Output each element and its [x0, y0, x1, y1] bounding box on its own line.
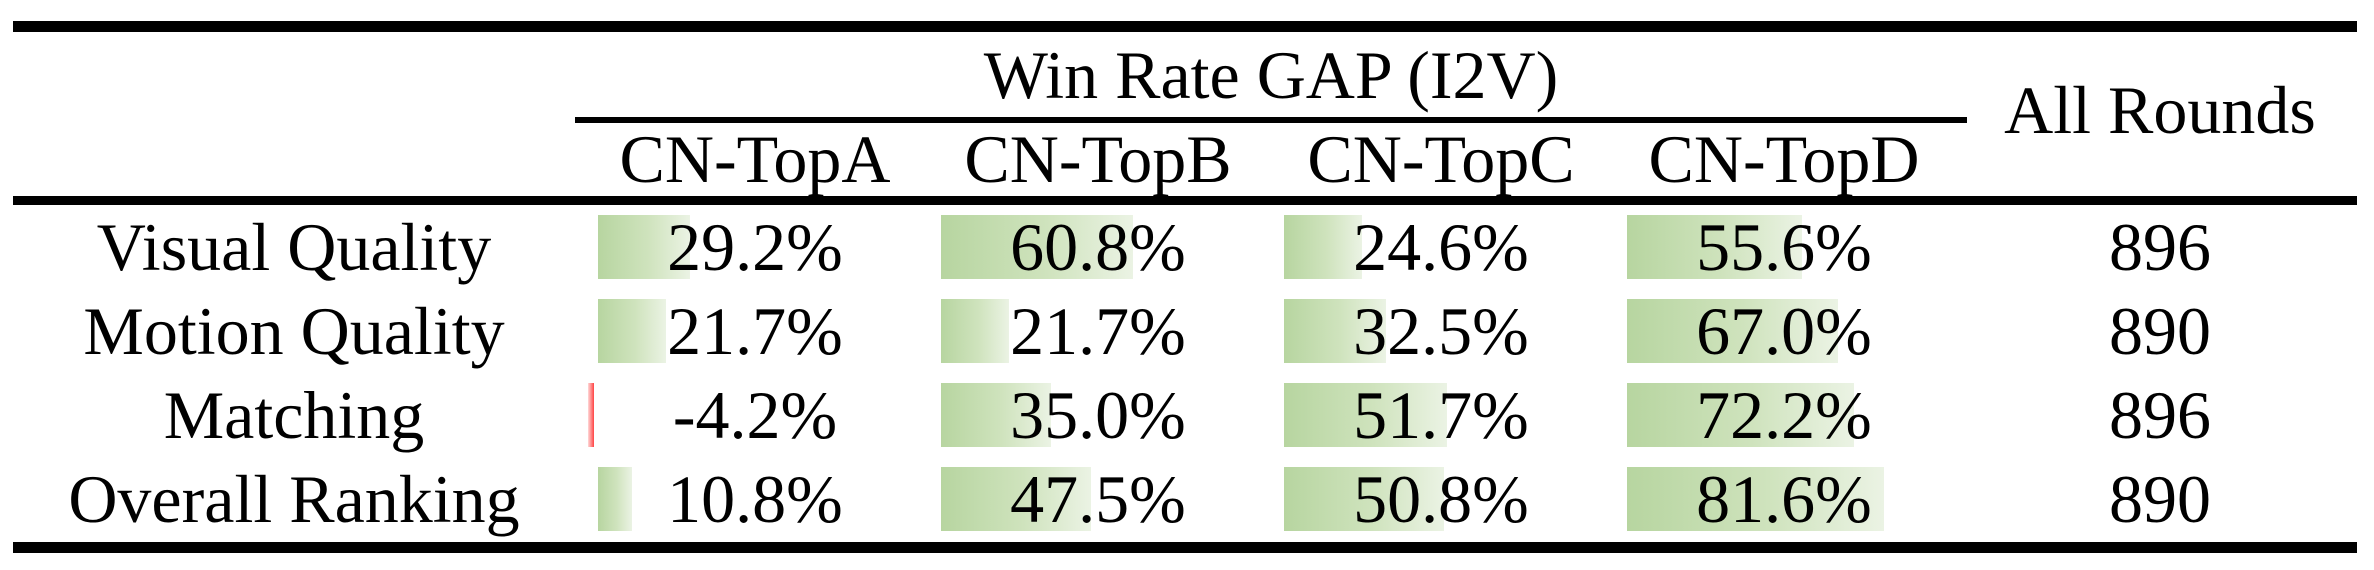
data-cell: 51.7% [1271, 373, 1611, 457]
data-cell: 24.6% [1271, 205, 1611, 289]
column-header-cn-topa: CN-TopA [619, 121, 891, 197]
data-bar-fill [1627, 299, 1838, 363]
data-bar-fill [598, 299, 667, 363]
cell-value: 32.5% [1353, 293, 1529, 369]
table-row: Overall Ranking 10.8% 47.5% 50.8% 81.6% … [0, 457, 2374, 542]
cell-value: 55.6% [1696, 209, 1872, 285]
cell-value: 35.0% [1010, 377, 1186, 453]
data-bar-fill [1627, 467, 1884, 531]
cell-value: 21.7% [1010, 293, 1186, 369]
cell-value: -4.2% [672, 377, 838, 453]
data-cell: 21.7% [585, 289, 925, 373]
data-bar-fill [1627, 215, 1803, 279]
cell-value: 51.7% [1353, 377, 1529, 453]
data-cell: 50.8% [1271, 457, 1611, 542]
cell-value: 72.2% [1696, 377, 1872, 453]
data-cell: 21.7% [928, 289, 1268, 373]
data-bar-fill [1284, 467, 1444, 531]
table-row: Motion Quality 21.7% 21.7% 32.5% 67.0% 8… [0, 289, 2374, 373]
column-header-cn-topd: CN-TopD [1648, 121, 1920, 197]
table-top-rule [13, 21, 2357, 32]
cell-value: 81.6% [1696, 461, 1872, 537]
row-label-text: Overall Ranking [68, 461, 520, 537]
all-rounds-cell: 896 [1985, 205, 2335, 289]
cell-value: 896 [2109, 377, 2211, 453]
data-cell: 10.8% [585, 457, 925, 542]
row-label-text: Motion Quality [83, 293, 505, 369]
row-label: Matching [13, 373, 575, 457]
column-header-cn-topb: CN-TopB [964, 121, 1232, 197]
data-bar-fill [598, 215, 690, 279]
cell-value: 10.8% [667, 461, 843, 537]
data-cell: 29.2% [585, 205, 925, 289]
cell-value: 67.0% [1696, 293, 1872, 369]
data-bar-fill [1284, 299, 1387, 363]
data-bar-fill [941, 383, 1052, 447]
data-bar-fill [1627, 383, 1855, 447]
data-bar-fill [598, 467, 632, 531]
header-separator-rule [13, 196, 2357, 205]
data-bar-fill [1284, 215, 1362, 279]
all-rounds-cell: 890 [1985, 289, 2335, 373]
data-cell: 35.0% [928, 373, 1268, 457]
cell-value: 29.2% [667, 209, 843, 285]
data-cell: 67.0% [1614, 289, 1954, 373]
data-cell: 72.2% [1614, 373, 1954, 457]
cell-value: 896 [2109, 209, 2211, 285]
cell-value: 890 [2109, 293, 2211, 369]
data-bar-fill [588, 383, 594, 447]
row-label: Visual Quality [13, 205, 575, 289]
all-rounds-cell: 896 [1985, 373, 2335, 457]
data-cell: 81.6% [1614, 457, 1954, 542]
column-header-cn-topc: CN-TopC [1307, 121, 1575, 197]
row-label-text: Matching [163, 377, 425, 453]
row-label: Motion Quality [13, 289, 575, 373]
cell-value: 24.6% [1353, 209, 1529, 285]
data-cell: 47.5% [928, 457, 1268, 542]
data-bar-fill [1284, 383, 1447, 447]
cell-value: 890 [2109, 461, 2211, 537]
cell-value: 47.5% [1010, 461, 1186, 537]
row-label: Overall Ranking [13, 457, 575, 542]
cell-value: 21.7% [667, 293, 843, 369]
data-bar-fill [941, 467, 1091, 531]
data-bar-fill [941, 299, 1010, 363]
table-row: Visual Quality 29.2% 60.8% 24.6% 55.6% 8… [0, 205, 2374, 289]
data-cell: 32.5% [1271, 289, 1611, 373]
column-header-all-rounds: All Rounds [2004, 72, 2316, 148]
cell-value: 60.8% [1010, 209, 1186, 285]
table-bottom-rule [13, 542, 2357, 553]
column-group-header: Win Rate GAP (I2V) [983, 37, 1559, 113]
data-cell: 60.8% [928, 205, 1268, 289]
data-cell: -4.2% [585, 373, 925, 457]
data-cell: 55.6% [1614, 205, 1954, 289]
data-bar-fill [941, 215, 1133, 279]
table-row: Matching -4.2% 35.0% 51.7% 72.2% 896 [0, 373, 2374, 457]
cell-value: 50.8% [1353, 461, 1529, 537]
row-label-text: Visual Quality [96, 209, 492, 285]
group-header-underline-rule [575, 117, 1967, 123]
all-rounds-cell: 890 [1985, 457, 2335, 542]
